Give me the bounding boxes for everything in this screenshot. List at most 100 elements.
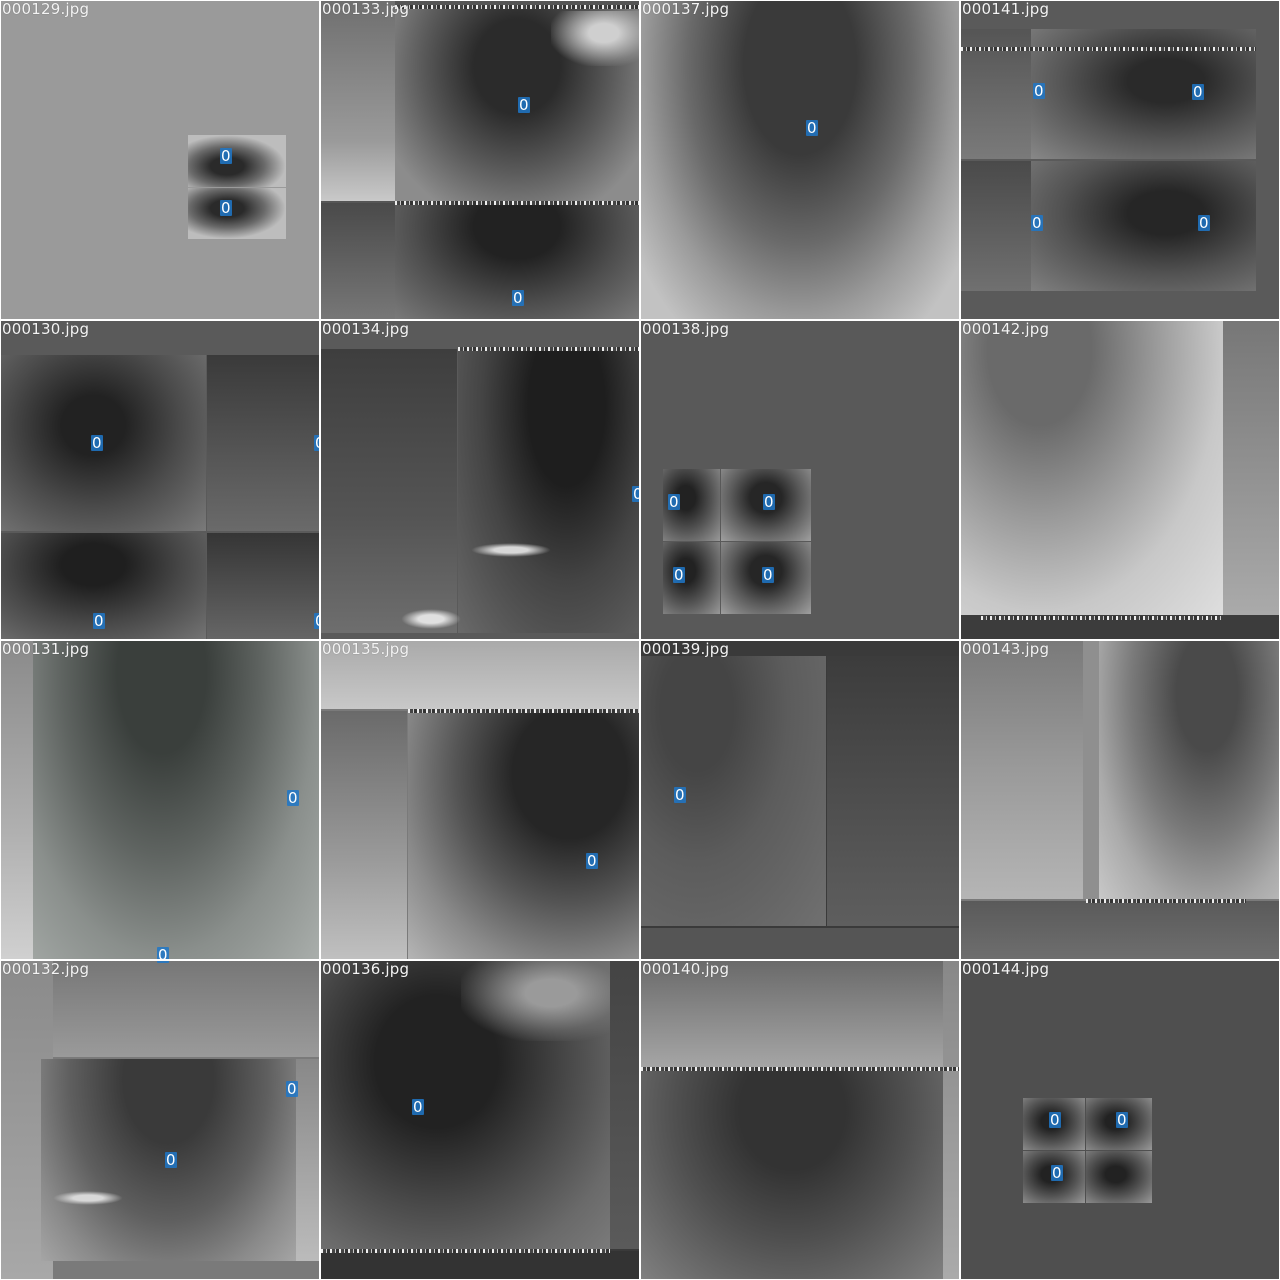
detection-marker: 0 xyxy=(1031,215,1052,237)
cloud-patch xyxy=(53,1191,123,1205)
class-label: 0 xyxy=(633,485,639,503)
class-label: 0 xyxy=(287,1080,297,1098)
image-border-strip xyxy=(641,1067,959,1071)
class-label: 0 xyxy=(513,289,523,307)
label-bg xyxy=(286,1081,298,1097)
class-label: 0 xyxy=(166,1151,176,1169)
image-border-strip xyxy=(1086,899,1246,903)
class-label: 0 xyxy=(807,119,817,137)
detection-marker: 0 xyxy=(1033,82,1054,105)
class-label: 0 xyxy=(519,96,529,114)
filename-label: 000135.jpg xyxy=(322,641,410,658)
sky-image xyxy=(1099,641,1279,899)
tile-000140: 000140.jpg xyxy=(641,961,959,1279)
mosaic-patch xyxy=(1031,161,1256,291)
mosaic-patch xyxy=(641,961,943,1067)
class-label: 0 xyxy=(669,493,679,511)
image-border-strip xyxy=(408,709,639,713)
image-border-strip xyxy=(321,1249,610,1253)
label-bg xyxy=(220,148,232,164)
filename-label: 000134.jpg xyxy=(322,321,410,338)
class-label: 0 xyxy=(1193,83,1203,101)
detection-marker: 0 xyxy=(314,613,319,635)
detection-marker: 0 xyxy=(674,787,695,809)
mosaic-patch xyxy=(641,928,959,959)
mosaic-patch xyxy=(610,961,639,1249)
filename-label: 000140.jpg xyxy=(642,961,730,978)
label-bg xyxy=(518,97,530,113)
label-bg xyxy=(512,290,524,306)
mosaic-patch xyxy=(961,901,1279,959)
tile-000130: 000130.jpg 0 0 0 0 xyxy=(1,321,319,639)
label-bg xyxy=(673,567,685,583)
label-bg xyxy=(586,853,598,869)
detection-marker: 0 xyxy=(806,119,827,142)
detection-marker: 0 xyxy=(762,567,783,589)
mosaic-patch xyxy=(961,641,1083,899)
class-label: 0 xyxy=(221,147,231,165)
tile-000143: 000143.jpg xyxy=(961,641,1279,959)
label-bg xyxy=(763,494,775,510)
class-label: 0 xyxy=(1034,82,1044,100)
detection-marker: 0 xyxy=(157,946,178,959)
label-bg xyxy=(93,613,105,629)
label-bg xyxy=(632,486,639,502)
cloud-patch xyxy=(551,11,639,66)
label-bg xyxy=(762,567,774,583)
filename-label: 000142.jpg xyxy=(962,321,1050,338)
image-border-strip xyxy=(961,47,1256,51)
mosaic-patch xyxy=(207,355,319,531)
label-bg xyxy=(1051,1165,1063,1181)
detection-marker: 0 xyxy=(673,566,694,589)
class-label: 0 xyxy=(288,789,298,807)
mosaic-patch xyxy=(641,656,826,926)
label-bg xyxy=(1031,215,1043,231)
cloud-patch xyxy=(471,543,551,557)
class-label: 0 xyxy=(674,566,684,584)
tile-000132: 000132.jpg 0 0 0 xyxy=(1,961,319,1279)
detection-marker: 0 xyxy=(1198,215,1219,237)
filename-label: 000143.jpg xyxy=(962,641,1050,658)
class-label: 0 xyxy=(158,946,168,959)
label-bg xyxy=(287,790,299,806)
class-label: 0 xyxy=(158,961,168,963)
detection-marker: 0 xyxy=(412,1099,433,1121)
label-bg xyxy=(157,961,169,963)
label-bg xyxy=(157,947,169,959)
sky-image xyxy=(641,1,959,319)
filename-label: 000138.jpg xyxy=(642,321,730,338)
detection-marker: 0 xyxy=(165,1151,186,1174)
cloud-patch xyxy=(401,609,461,629)
label-bg xyxy=(220,200,232,216)
label-bg xyxy=(314,435,319,451)
mosaic-patch xyxy=(321,641,639,709)
filename-label: 000129.jpg xyxy=(2,1,90,18)
class-label: 0 xyxy=(1117,1111,1127,1129)
mosaic-patch xyxy=(321,711,407,959)
label-bg xyxy=(806,120,818,136)
detection-marker: 0 xyxy=(157,961,178,969)
class-label: 0 xyxy=(764,493,774,511)
tile-000137: 000137.jpg 0 xyxy=(641,1,959,319)
mosaic-patch xyxy=(1086,1151,1152,1203)
mosaic-patch xyxy=(663,542,720,614)
detection-marker: 0 xyxy=(1049,1112,1070,1134)
detection-marker: 0 xyxy=(220,147,241,170)
image-border-strip xyxy=(458,347,639,351)
detection-marker: 0 xyxy=(314,435,319,457)
tile-000141: 000141.jpg 0 0 0 0 xyxy=(961,1,1279,319)
mosaic-patch xyxy=(188,188,286,239)
label-bg xyxy=(1049,1112,1061,1128)
class-label: 0 xyxy=(1052,1164,1062,1182)
tile-000138: 000138.jpg 0 0 0 0 xyxy=(641,321,959,639)
sky-image xyxy=(641,1069,943,1279)
mosaic-patch xyxy=(458,349,639,633)
mosaic-patch xyxy=(321,1251,639,1279)
mosaic-patch xyxy=(943,961,959,1279)
mosaic-patch xyxy=(321,203,395,319)
class-label: 0 xyxy=(587,852,597,870)
label-bg xyxy=(165,1152,177,1168)
detection-marker: 0 xyxy=(91,435,112,457)
tile-000144: 000144.jpg 0 0 0 xyxy=(961,961,1279,1279)
